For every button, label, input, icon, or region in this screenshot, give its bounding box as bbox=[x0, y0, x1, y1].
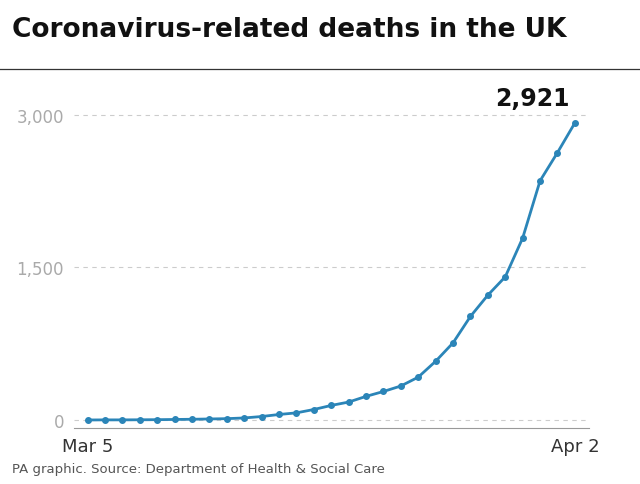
Text: 2,921: 2,921 bbox=[495, 87, 570, 110]
Text: PA graphic. Source: Department of Health & Social Care: PA graphic. Source: Department of Health… bbox=[12, 462, 385, 475]
Text: Coronavirus-related deaths in the UK: Coronavirus-related deaths in the UK bbox=[12, 17, 566, 43]
